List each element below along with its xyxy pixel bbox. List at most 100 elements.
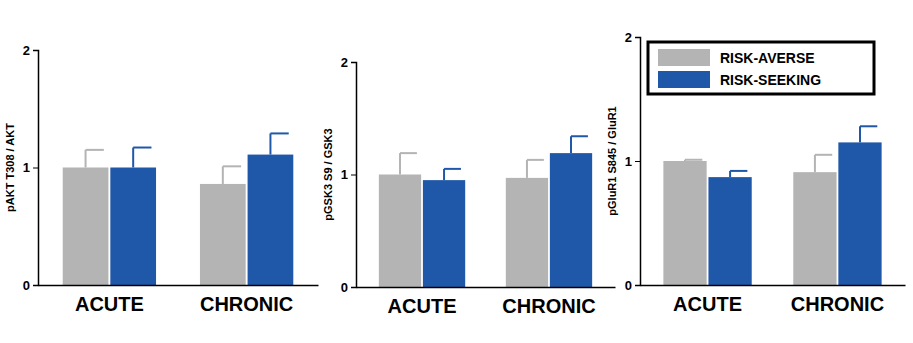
y-axis-title: pAKT T308 / AKT <box>4 123 16 212</box>
error-cap <box>685 159 702 161</box>
y-tick-label: 0 <box>341 280 348 295</box>
bar <box>248 155 294 285</box>
bar <box>708 177 751 285</box>
y-tick: 2 <box>341 55 356 70</box>
x-tick: ACUTE <box>388 295 457 317</box>
x-tick: CHRONIC <box>502 295 595 317</box>
error-bar <box>685 160 702 161</box>
x-tick: CHRONIC <box>791 293 884 315</box>
error-cap <box>815 154 832 156</box>
plot-area <box>63 133 294 285</box>
x-axis: ACUTE CHRONIC <box>357 288 616 318</box>
error-bar <box>571 136 588 153</box>
panel: 0 1 2 ACUTE CHRONIC pGSK3 S9 / GSK3 <box>322 55 616 318</box>
error-cap <box>527 159 544 161</box>
y-tick: 1 <box>23 160 38 175</box>
y-tick-mark <box>33 50 38 51</box>
x-tick: ACUTE <box>75 293 144 315</box>
y-tick: 0 <box>23 278 38 293</box>
error-stem <box>399 153 401 174</box>
error-bar <box>400 153 417 174</box>
error-stem <box>814 155 816 172</box>
error-cap <box>86 149 104 151</box>
x-tick: ACUTE <box>673 293 742 315</box>
error-cap <box>223 165 241 167</box>
error-stem <box>859 126 861 142</box>
bar <box>110 168 156 286</box>
y-axis: 0 1 2 <box>23 43 39 293</box>
error-stem <box>132 148 134 168</box>
error-bar <box>730 171 747 177</box>
y-tick-mark <box>635 161 640 162</box>
legend-label: RISK-SEEKING <box>720 72 821 88</box>
bar <box>200 184 246 285</box>
chart-canvas: 0 1 2 ACUTE CHRONIC pAKT T308 / AKT 0 1 2 ACUTE CH… <box>0 0 913 343</box>
x-tick-label: CHRONIC <box>791 293 884 315</box>
error-bar <box>223 166 241 184</box>
bar <box>63 168 109 286</box>
y-axis-title: pGSK3 S9 / GSK3 <box>322 128 334 220</box>
panel: 0 1 2 ACUTE CHRONIC pAKT T308 / AKT <box>4 43 319 316</box>
error-stem <box>570 136 572 153</box>
bar <box>506 178 548 287</box>
y-tick-label: 1 <box>23 160 30 175</box>
x-axis-line <box>357 287 616 289</box>
bar <box>379 175 421 288</box>
y-tick-label: 2 <box>23 43 30 58</box>
error-bar <box>133 148 151 168</box>
x-axis-line <box>39 285 319 287</box>
error-stem <box>269 133 271 154</box>
x-tick-label: ACUTE <box>75 293 144 315</box>
error-cap <box>133 147 151 149</box>
y-tick-label: 0 <box>625 278 632 293</box>
x-axis: ACUTE CHRONIC <box>39 286 319 316</box>
y-tick: 0 <box>341 280 356 295</box>
y-tick-label: 0 <box>23 278 30 293</box>
x-axis: ACUTE CHRONIC <box>641 286 906 316</box>
error-cap <box>444 168 461 170</box>
bar <box>423 180 465 287</box>
y-tick: 0 <box>625 278 640 293</box>
x-tick: CHRONIC <box>200 293 293 315</box>
legend-label: RISK-AVERSE <box>720 50 815 66</box>
error-cap <box>730 170 747 172</box>
y-tick: 1 <box>625 154 640 169</box>
y-tick: 2 <box>23 43 38 58</box>
x-tick-label: CHRONIC <box>502 295 595 317</box>
x-tick-label: ACUTE <box>388 295 457 317</box>
y-tick-label: 1 <box>625 154 632 169</box>
error-bar <box>860 126 877 142</box>
plot-area <box>663 126 881 285</box>
error-stem <box>222 166 224 184</box>
x-tick-label: CHRONIC <box>200 293 293 315</box>
y-axis-line <box>33 51 39 286</box>
error-bar <box>527 160 544 178</box>
legend: RISK-AVERSE RISK-SEEKING <box>648 42 874 94</box>
y-axis: 0 1 2 <box>625 30 641 293</box>
error-bar <box>444 169 461 180</box>
error-bar <box>815 155 832 172</box>
bar <box>550 153 592 287</box>
legend-frame <box>648 42 874 94</box>
bar <box>838 142 881 285</box>
y-tick-mark <box>635 37 640 38</box>
error-stem <box>526 160 528 178</box>
error-stem <box>443 169 445 180</box>
bar <box>793 172 836 285</box>
y-tick-mark <box>351 62 356 63</box>
x-tick-label: ACUTE <box>673 293 742 315</box>
panel: 012ACUTECHRONICpGluR1 S845 / GluR1RISK-A… <box>606 30 906 316</box>
y-tick-mark <box>635 285 640 286</box>
error-bar <box>86 150 104 168</box>
y-tick-label: 1 <box>341 167 348 182</box>
y-axis-line <box>635 38 641 286</box>
y-axis: 0 1 2 <box>341 55 357 295</box>
y-tick: 2 <box>625 30 640 45</box>
error-stem <box>85 150 87 168</box>
bar <box>663 161 706 285</box>
plot-area <box>379 136 592 287</box>
legend-swatch <box>658 49 710 66</box>
y-tick-label: 2 <box>625 30 632 45</box>
error-cap <box>270 132 288 134</box>
y-tick-label: 2 <box>341 55 348 70</box>
